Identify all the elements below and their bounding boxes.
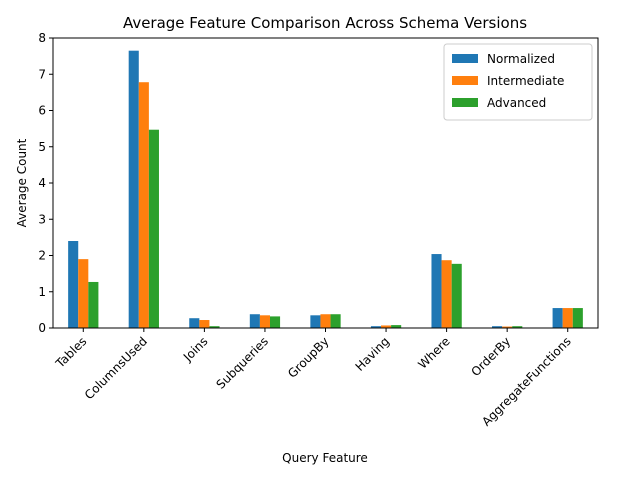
x-tick-label-orderby: OrderBy bbox=[468, 334, 513, 379]
y-tick-label: 2 bbox=[38, 249, 46, 263]
y-tick-label: 6 bbox=[38, 104, 46, 118]
bar-intermediate-columnsused bbox=[138, 82, 149, 328]
x-tick-label-joins: Joins bbox=[180, 334, 210, 364]
bar-advanced-where bbox=[451, 263, 462, 328]
y-axis-label: Average Count bbox=[15, 138, 29, 227]
bar-intermediate-where bbox=[441, 260, 452, 328]
bar-normalized-subqueries bbox=[249, 314, 260, 328]
y-tick-label: 4 bbox=[38, 176, 46, 190]
legend-label-advanced: Advanced bbox=[487, 96, 546, 110]
y-tick-label: 0 bbox=[38, 321, 46, 335]
y-tick-label: 1 bbox=[38, 285, 46, 299]
bar-intermediate-subqueries bbox=[259, 315, 270, 328]
legend-box bbox=[443, 43, 593, 121]
legend-label-normalized: Normalized bbox=[487, 52, 555, 66]
chart-title: Average Feature Comparison Across Schema… bbox=[123, 14, 527, 32]
legend-swatch-advanced bbox=[452, 98, 478, 107]
bar-normalized-columnsused bbox=[128, 50, 139, 328]
x-axis-label: Query Feature bbox=[282, 451, 368, 465]
bar-advanced-tables bbox=[88, 281, 99, 328]
bar-normalized-tables bbox=[68, 241, 79, 328]
x-tick-label-columnsused: ColumnsUsed bbox=[82, 334, 150, 402]
x-tick-label-tables: Tables bbox=[52, 334, 89, 371]
legend-swatch-normalized bbox=[452, 54, 478, 63]
bar-advanced-columnsused bbox=[148, 129, 159, 328]
bar-normalized-where bbox=[431, 254, 442, 328]
bar-intermediate-groupby bbox=[320, 314, 331, 328]
bar-advanced-having bbox=[391, 325, 402, 328]
y-tick-label: 3 bbox=[38, 212, 46, 226]
bar-advanced-groupby bbox=[330, 314, 341, 328]
x-tick-label-where: Where bbox=[415, 334, 452, 371]
bars-group bbox=[68, 50, 583, 329]
bar-normalized-joins bbox=[189, 318, 200, 328]
bar-advanced-subqueries bbox=[269, 316, 281, 328]
x-tick-label-subqueries: Subqueries bbox=[214, 334, 272, 392]
bar-intermediate-tables bbox=[78, 259, 89, 329]
bar-intermediate-orderby bbox=[502, 326, 513, 328]
x-tick-label-groupby: GroupBy bbox=[285, 334, 332, 381]
bar-normalized-having bbox=[370, 326, 382, 328]
y-tick-label: 7 bbox=[38, 67, 46, 81]
legend-swatch-intermediate bbox=[452, 76, 478, 85]
bar-intermediate-having bbox=[381, 325, 392, 328]
bar-advanced-orderby bbox=[512, 326, 523, 328]
bar-advanced-aggregatefunctions bbox=[572, 308, 583, 328]
bar-normalized-aggregatefunctions bbox=[552, 308, 563, 328]
bar-normalized-groupby bbox=[310, 315, 321, 328]
bar-advanced-joins bbox=[209, 326, 220, 328]
x-tick-label-having: Having bbox=[353, 334, 393, 374]
bar-normalized-orderby bbox=[492, 326, 503, 328]
bar-intermediate-joins bbox=[199, 320, 210, 328]
legend-label-intermediate: Intermediate bbox=[487, 74, 564, 88]
y-tick-label: 5 bbox=[38, 140, 46, 154]
bar-intermediate-aggregatefunctions bbox=[562, 308, 573, 328]
legend: Normalized Intermediate Advanced bbox=[443, 43, 593, 121]
y-tick-label: 8 bbox=[38, 31, 46, 45]
y-axis: 0 1 2 3 4 5 6 7 8 bbox=[38, 31, 53, 335]
